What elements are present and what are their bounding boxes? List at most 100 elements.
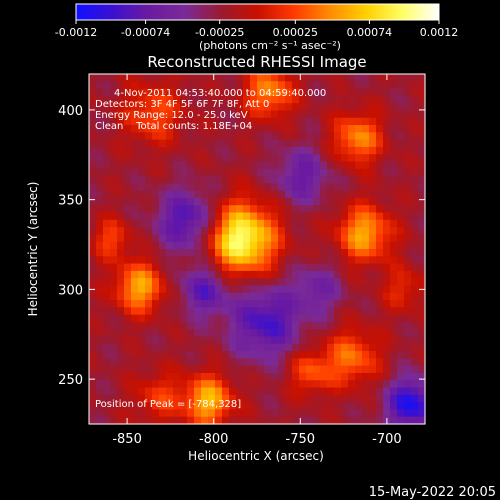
heatmap-cell xyxy=(334,409,342,418)
heatmap-cell xyxy=(257,161,265,170)
heatmap-cell xyxy=(229,146,237,155)
heatmap-cell xyxy=(292,212,300,221)
heatmap-cell xyxy=(152,227,160,236)
heatmap-cell xyxy=(138,270,146,279)
heatmap-cell xyxy=(159,263,167,272)
heatmap-cell xyxy=(397,183,405,192)
heatmap-cell xyxy=(341,278,349,287)
heatmap-cell xyxy=(327,380,335,389)
heatmap-cell xyxy=(271,343,279,352)
heatmap-cell xyxy=(278,329,286,338)
heatmap-cell xyxy=(117,132,125,141)
heatmap-cell xyxy=(320,212,328,221)
heatmap-cell xyxy=(187,95,195,104)
heatmap-cell xyxy=(222,95,230,104)
heatmap-cell xyxy=(159,402,167,411)
heatmap-cell xyxy=(278,307,286,316)
heatmap-cell xyxy=(173,292,181,301)
heatmap-cell xyxy=(327,307,335,316)
heatmap-cell xyxy=(369,300,377,308)
heatmap-cell xyxy=(327,139,335,148)
heatmap-cell xyxy=(327,81,335,90)
heatmap-cell xyxy=(376,380,384,389)
heatmap-cell xyxy=(103,132,111,141)
heatmap-cell xyxy=(103,190,111,199)
heatmap-cell xyxy=(264,125,272,133)
peak-position-label: Position of Peak = [-784,328] xyxy=(95,399,241,410)
heatmap-cell xyxy=(292,95,300,104)
heatmap-cell xyxy=(320,176,328,184)
heatmap-cell xyxy=(285,183,293,192)
heatmap-cell xyxy=(229,321,237,330)
heatmap-cell xyxy=(306,409,314,418)
heatmap-cell xyxy=(159,278,167,287)
heatmap-cell xyxy=(411,270,419,279)
heatmap-cell xyxy=(131,402,139,411)
heatmap-cell xyxy=(390,212,398,221)
heatmap-cell xyxy=(390,402,398,411)
heatmap-cell xyxy=(292,110,300,119)
heatmap-cell xyxy=(201,343,209,352)
heatmap-cell xyxy=(411,190,419,199)
heatmap-cell xyxy=(348,321,356,330)
heatmap-cell xyxy=(250,372,258,381)
heatmap-cell xyxy=(187,103,195,112)
heatmap-cell xyxy=(152,343,160,352)
heatmap-cell xyxy=(334,351,342,359)
heatmap-cell xyxy=(236,292,244,301)
heatmap-cell xyxy=(187,387,195,396)
heatmap-cell xyxy=(173,394,181,403)
heatmap-cell xyxy=(355,183,363,192)
heatmap-cell xyxy=(236,212,244,221)
heatmap-cell xyxy=(369,314,377,323)
heatmap-cell xyxy=(362,402,370,411)
heatmap-cell xyxy=(299,154,307,163)
heatmap-cell xyxy=(404,205,412,214)
heatmap-cell xyxy=(383,394,391,403)
heatmap-cell xyxy=(383,88,391,97)
heatmap-cell xyxy=(348,409,356,418)
heatmap-cell xyxy=(124,103,132,112)
heatmap-cell xyxy=(313,329,321,338)
heatmap-cell xyxy=(285,292,293,301)
heatmap-cell xyxy=(362,329,370,338)
heatmap-cell xyxy=(397,139,405,148)
heatmap-cell xyxy=(173,132,181,141)
heatmap-cell xyxy=(383,278,391,287)
heatmap-cell xyxy=(194,387,202,396)
heatmap-cell xyxy=(96,146,104,155)
heatmap-cell xyxy=(271,205,279,214)
heatmap-cell xyxy=(348,176,356,184)
heatmap-cell xyxy=(327,95,335,104)
heatmap-cell xyxy=(201,300,209,308)
heatmap-cell xyxy=(376,394,384,403)
heatmap-cell xyxy=(418,183,426,192)
heatmap-cell xyxy=(173,125,181,133)
heatmap-cell xyxy=(383,197,391,206)
heatmap-cell xyxy=(173,285,181,294)
heatmap-cell xyxy=(208,292,216,301)
heatmap-cell xyxy=(341,270,349,279)
heatmap-cell xyxy=(341,168,349,177)
heatmap-cell xyxy=(138,372,146,381)
heatmap-cell xyxy=(138,161,146,170)
heatmap-cell xyxy=(299,176,307,184)
heatmap-cell xyxy=(138,205,146,214)
heatmap-cell xyxy=(89,343,97,352)
heatmap-cell xyxy=(96,139,104,148)
heatmap-cell xyxy=(222,300,230,308)
heatmap-cell xyxy=(215,219,223,228)
heatmap-cell xyxy=(117,74,125,82)
heatmap-cell xyxy=(341,132,349,141)
heatmap-cell xyxy=(411,103,419,112)
heatmap-cell xyxy=(299,103,307,112)
heatmap-cell xyxy=(320,219,328,228)
x-tick-label: -800 xyxy=(199,432,229,447)
heatmap-cell xyxy=(376,95,384,104)
heatmap-cell xyxy=(313,270,321,279)
heatmap-cell xyxy=(173,161,181,170)
heatmap-cell xyxy=(299,409,307,418)
heatmap-cell xyxy=(159,307,167,316)
y-tick-label: 300 xyxy=(58,283,83,298)
heatmap-cell xyxy=(306,110,314,119)
